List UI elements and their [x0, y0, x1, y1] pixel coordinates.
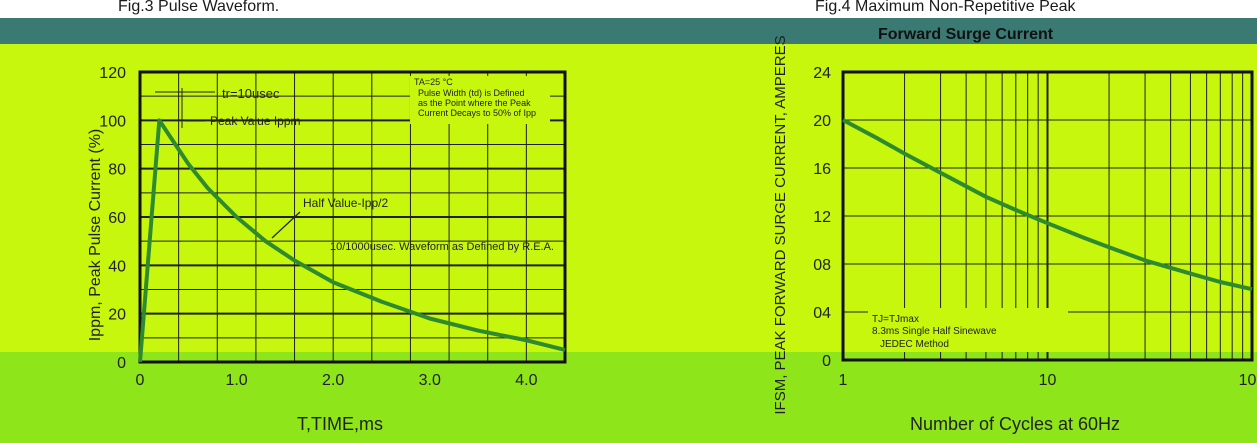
y-tick-label: 24 [813, 65, 831, 82]
y-tick-label: 40 [108, 258, 126, 275]
x-tick-label: 4.0 [515, 372, 537, 389]
annotation-sinewave: 8.3ms Single Half Sinewave [872, 326, 997, 337]
title-band [0, 18, 1257, 44]
y-tick-label: 16 [813, 161, 831, 178]
annotation-tr: tr=10usec [222, 86, 280, 101]
y-axis-title: Ippm, Peak Pulse Current (%) [87, 129, 104, 342]
annotation-tj: TJ=TJmax [872, 314, 919, 325]
y-tick-label: 12 [813, 209, 831, 226]
y-tick-label: 0 [822, 353, 831, 370]
x-tick-label: 2.0 [322, 372, 344, 389]
y-tick-label: 80 [108, 162, 126, 179]
fig3-title: Fig.3 Pulse Waveform. [118, 0, 280, 15]
annotation-waveform: 10/1000usec. Waveform as Defined by R.E.… [330, 241, 554, 253]
y-tick-label: 20 [108, 307, 126, 324]
y-axis-title: IFSM, PEAK FORWARD SURGE CURRENT, AMPERE… [772, 35, 789, 414]
top-strip [0, 0, 1257, 18]
pulse-waveform-chart: 0 20 40 60 80 100 120 0 1.0 2.0 3.0 4.0 T,TIME,ms Ipp… [87, 65, 567, 434]
x-tick-label: 0 [136, 372, 145, 389]
annotation-temperature: TA=25 °C [414, 77, 453, 87]
y-tick-label: 120 [99, 65, 126, 82]
x-tick-label: 3.0 [419, 372, 441, 389]
plot-frame [138, 70, 567, 364]
y-tick-label: 20 [813, 113, 831, 130]
x-axis-title: Number of Cycles at 60Hz [910, 414, 1120, 434]
annotation-note-2: as the Point where the Peak [418, 98, 531, 108]
fig4-title-line2: Forward Surge Current [878, 26, 1054, 43]
y-tick-label: 0 [117, 355, 126, 372]
x-axis-title: T,TIME,ms [297, 414, 383, 434]
annotation-note-1: Pulse Width (td) is Defined [418, 88, 525, 98]
x-tick-label: 1 [839, 372, 848, 389]
x-tick-label: 100 [1239, 372, 1257, 389]
annotation-note-3: Current Decays to 50% of Ipp [418, 108, 536, 118]
bottom-band [0, 352, 1257, 443]
pulse-waveform-line [138, 118, 566, 363]
y-tick-label: 04 [813, 305, 831, 322]
x-tick-label: 1.0 [225, 372, 247, 389]
y-tick-label: 60 [108, 210, 126, 227]
y-tick-label: 100 [99, 113, 126, 130]
y-tick-label: 08 [813, 257, 831, 274]
note-box [868, 308, 1068, 352]
half-value-arrow [271, 211, 301, 239]
annotation-half: Half Value-Ipp/2 [303, 196, 388, 210]
x-tick-label: 10 [1039, 372, 1057, 389]
annotation-peak: Peak Value Ippm [210, 114, 301, 128]
fig4-title-line1: Fig.4 Maximum Non-Repetitive Peak [815, 0, 1076, 15]
annotation-jedec: JEDEC Method [880, 339, 949, 350]
surge-current-line [842, 118, 1253, 292]
note-box [410, 76, 550, 124]
plot-frame [841, 70, 1254, 362]
